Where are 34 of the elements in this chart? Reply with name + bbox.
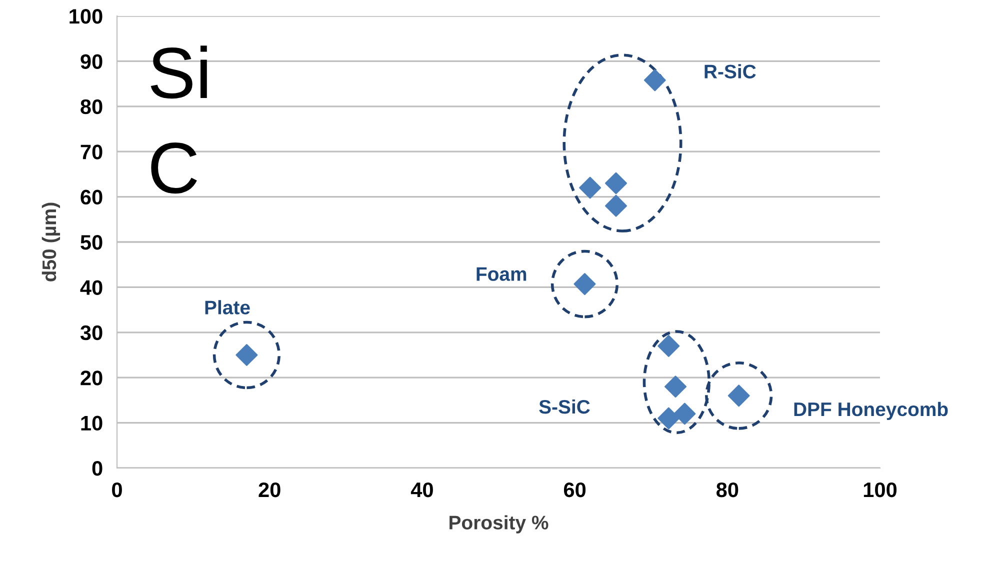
annotation: DPF Honeycomb	[794, 402, 948, 420]
annotation: Plate	[205, 300, 250, 314]
point	[658, 334, 680, 357]
annotation: C	[151, 142, 197, 194]
y-tick-label: 10	[81, 416, 102, 431]
x-tick-label: 40	[410, 482, 433, 498]
annotation: Si	[150, 46, 207, 99]
point	[579, 176, 602, 199]
point	[605, 172, 627, 194]
x-tick-label: 20	[258, 482, 280, 498]
x-tick-label: 60	[564, 482, 586, 498]
y-tick-label: 0	[92, 461, 102, 476]
x-tick-label: 0	[112, 482, 122, 498]
y-tick-label: 80	[80, 99, 102, 114]
annotation: S-SiC	[539, 399, 590, 414]
point	[658, 407, 680, 430]
y-axis-title: d50 (µm)	[42, 202, 60, 282]
point	[644, 69, 666, 92]
y-tick-label: 90	[80, 54, 102, 69]
y-tick-label: 100	[70, 9, 102, 24]
x-tick-label: 80	[716, 482, 738, 498]
x-tick-label: 100	[864, 482, 897, 498]
y-tick-label: 20	[80, 370, 102, 386]
y-tick-label: 30	[80, 325, 102, 340]
point	[605, 194, 627, 217]
x-axis-title: Porosity %	[450, 515, 548, 534]
point	[664, 376, 687, 398]
y-tick-label: 60	[80, 190, 102, 205]
annotation: Foam	[476, 267, 526, 281]
y-tick-label: 40	[80, 280, 102, 295]
y-tick-label: 70	[80, 144, 102, 160]
annotation: R-SiC	[704, 64, 756, 78]
y-tick-label: 50	[80, 235, 102, 250]
point	[674, 402, 696, 425]
